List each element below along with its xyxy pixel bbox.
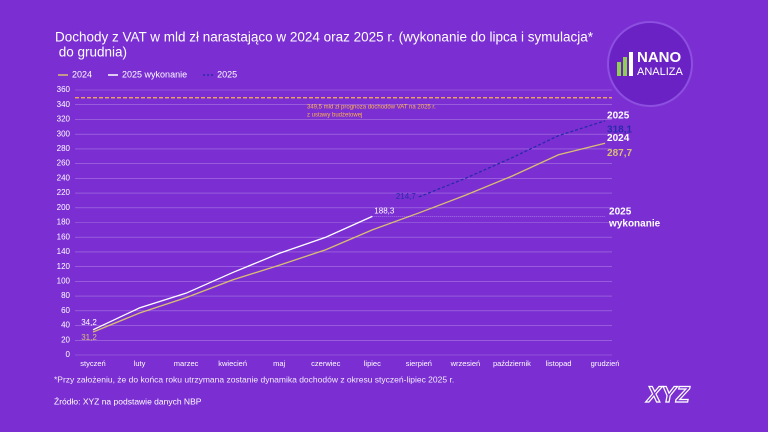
- y-tick-label: 180: [57, 218, 71, 227]
- value-label: 188,3: [374, 206, 395, 215]
- value-label: 31,2: [81, 333, 97, 342]
- footnote: *Przy założeniu, że do końca roku utrzym…: [54, 374, 454, 384]
- y-tick-label: 320: [57, 115, 71, 124]
- series-end-label: 2024: [607, 133, 630, 144]
- x-tick-label: kwiecień: [218, 359, 247, 368]
- y-tick-label: 40: [61, 321, 70, 330]
- brand-logo: XYZ: [645, 382, 691, 407]
- y-tick-label: 80: [61, 291, 70, 300]
- y-tick-label: 200: [57, 203, 71, 212]
- x-tick-label: sierpień: [406, 359, 432, 368]
- y-tick-label: 20: [61, 335, 70, 344]
- y-tick-label: 240: [57, 173, 71, 182]
- reference-label: 349,5 mld zł prognoza dochodów VAT na 20…: [307, 104, 436, 110]
- y-tick-label: 300: [57, 129, 71, 138]
- y-tick-label: 0: [66, 350, 71, 359]
- y-tick-label: 220: [57, 188, 71, 197]
- logo-icon: [623, 57, 627, 76]
- legend-label: 2025: [217, 69, 237, 79]
- logo-badge: [607, 21, 693, 107]
- x-tick-label: maj: [273, 359, 285, 368]
- logo-text: NANO: [637, 49, 681, 66]
- y-tick-label: 100: [57, 276, 71, 285]
- value-label: 214,7: [396, 192, 417, 201]
- chart-title: do grudnia): [55, 45, 127, 60]
- x-tick-label: marzec: [174, 359, 199, 368]
- y-tick-label: 360: [57, 85, 71, 94]
- logo-icon: [629, 52, 633, 76]
- logo-icon: [617, 62, 621, 76]
- x-tick-label: luty: [134, 359, 146, 368]
- value-label: 34,2: [81, 318, 97, 327]
- y-tick-label: 280: [57, 144, 71, 153]
- reference-label: z ustawy budżetowej: [307, 112, 362, 118]
- y-tick-label: 140: [57, 247, 71, 256]
- x-tick-label: styczeń: [80, 359, 105, 368]
- value-label: 318,1: [607, 124, 632, 135]
- series-line: [418, 120, 606, 198]
- x-tick-label: wrzesień: [450, 359, 481, 368]
- series-end-label: 2025: [607, 110, 630, 121]
- y-tick-label: 120: [57, 262, 71, 271]
- x-tick-label: lipiec: [364, 359, 381, 368]
- series-line: [92, 215, 373, 331]
- logo-text: ANALIZA: [637, 66, 684, 78]
- legend-label: 2025 wykonanie: [122, 69, 187, 79]
- y-tick-label: 160: [57, 232, 71, 241]
- y-tick-label: 340: [57, 100, 71, 109]
- x-tick-label: grudzień: [591, 359, 620, 368]
- chart-title: Dochody z VAT w mld zł narastająco w 202…: [55, 30, 594, 45]
- y-tick-label: 60: [61, 306, 70, 315]
- series-line: [92, 142, 606, 333]
- legend-label: 2024: [72, 69, 92, 79]
- value-label: 287,7: [607, 148, 632, 159]
- x-tick-label: czerwiec: [311, 359, 340, 368]
- source: Źródło: XYZ na podstawie danych NBP: [54, 396, 202, 406]
- y-tick-label: 260: [57, 159, 71, 168]
- series-end-label: 2025 wykonanie: [608, 206, 661, 229]
- x-tick-label: październik: [493, 359, 531, 368]
- x-tick-label: listopad: [546, 359, 572, 368]
